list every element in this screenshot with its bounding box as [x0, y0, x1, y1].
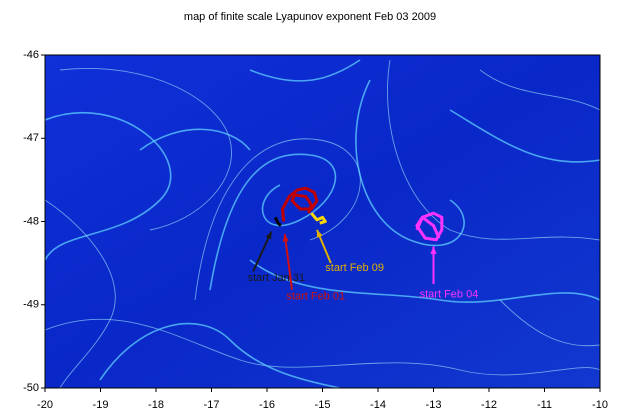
x-tick-label: -17 — [204, 399, 220, 411]
chart-title: map of finite scale Lyapunov exponent Fe… — [184, 11, 436, 23]
x-tick-label: -16 — [259, 399, 275, 411]
x-tick-label: -13 — [426, 399, 442, 411]
x-tick-label: -18 — [148, 399, 164, 411]
annotation-arrow — [283, 233, 293, 290]
y-tick-label: -49 — [23, 299, 39, 311]
x-tick-label: -15 — [315, 399, 331, 411]
annotation-arrowhead — [265, 231, 272, 240]
trajectory — [281, 186, 319, 222]
x-tick-label: -20 — [37, 399, 53, 411]
y-tick-label: -48 — [23, 215, 39, 227]
x-tick-label: -12 — [481, 399, 497, 411]
trajectory — [310, 212, 327, 225]
x-tick-label: -14 — [370, 399, 386, 411]
annotation: start Feb 04 — [420, 289, 479, 301]
y-tick-label: -47 — [23, 132, 39, 144]
trajectory — [415, 211, 444, 242]
annotation: start Jan 31 — [248, 272, 305, 284]
fsle-field — [45, 59, 600, 388]
annotation-arrowhead — [282, 233, 289, 242]
y-tick-label: -50 — [23, 382, 39, 394]
annotation: start Feb 09 — [325, 262, 384, 274]
annotation-arrowhead — [316, 229, 323, 238]
annotation-arrowhead — [430, 246, 437, 254]
trajectory — [273, 216, 282, 227]
annotation: start Feb 01 — [286, 290, 345, 302]
y-tick-label: -46 — [23, 49, 39, 61]
x-tick-label: -11 — [537, 399, 552, 411]
x-tick-label: -19 — [93, 399, 109, 411]
x-tick-label: -10 — [592, 399, 608, 411]
